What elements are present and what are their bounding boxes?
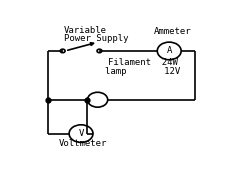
Text: lamp       12V: lamp 12V — [105, 67, 180, 76]
Text: Voltmeter: Voltmeter — [59, 139, 107, 148]
Text: Ammeter: Ammeter — [154, 27, 191, 36]
Text: Power Supply: Power Supply — [64, 34, 128, 43]
Text: Variable: Variable — [64, 26, 107, 35]
Text: V: V — [78, 129, 84, 138]
Text: Filament  24W: Filament 24W — [108, 58, 178, 67]
Text: A: A — [167, 46, 172, 55]
